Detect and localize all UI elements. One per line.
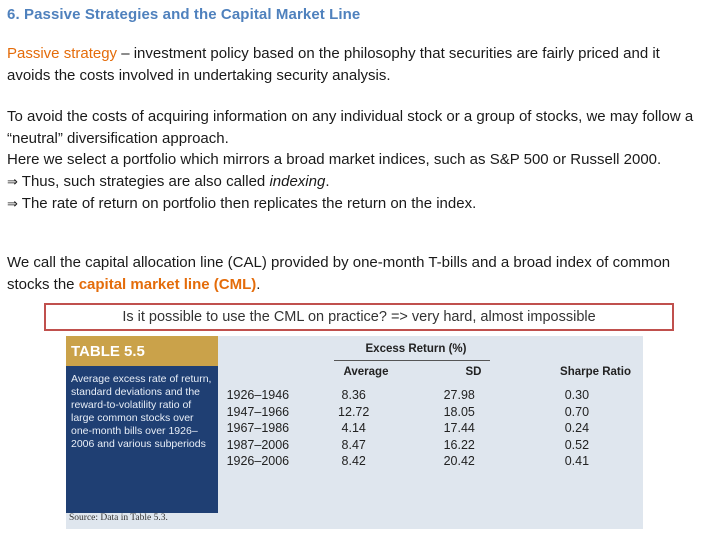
average-cell: 8.47 (341, 437, 366, 452)
sharpe-cell: 0.30 (564, 388, 590, 402)
replicates-bullet-text: The rate of return on portfolio then rep… (17, 195, 477, 212)
period-cell: 1947–1966 (226, 404, 290, 419)
average-cell: 12.72 (338, 404, 370, 419)
implies-arrow-icon: ⇒ (7, 197, 18, 212)
sharpe-cell: 0.52 (564, 437, 590, 452)
average-cell: 8.36 (341, 388, 366, 402)
indexing-bullet-end: . (325, 172, 330, 190)
passive-strategy-term: Passive strategy (7, 45, 118, 62)
cml-term: capital market line (CML) (78, 275, 257, 293)
neutral-diversification-text: To avoid the costs of acquiring informat… (7, 108, 694, 147)
implies-arrow-icon: ⇒ (7, 174, 18, 190)
table-caption: Average excess rate of return, standard … (71, 373, 212, 450)
sd-cell: 16.22 (443, 437, 475, 452)
cml-paragraph: We call the capital allocation line (CAL… (7, 252, 707, 295)
table-row: 1926–1946 8.36 27.98 0.30 (216, 387, 643, 404)
table-caption-panel: TABLE 5.5 Average excess rate of return,… (66, 336, 218, 513)
sd-cell: 20.42 (443, 454, 475, 468)
table-title: TABLE 5.5 (66, 336, 218, 366)
indexing-bullet: ⇒ Thus, such strategies are also called … (7, 171, 707, 194)
passive-strategy-definition: Passive strategy – investment policy bas… (7, 43, 707, 86)
indexing-term: indexing (269, 172, 326, 190)
replicates-bullet: ⇒ The rate of return on portfolio then r… (7, 193, 707, 216)
period-cell: 1967–1986 (226, 421, 290, 435)
excess-return-header: Excess Return (%) (365, 343, 467, 355)
period-cell: 1926–2006 (226, 454, 290, 468)
table-row: 1947–1966 12.72 18.05 0.70 (216, 404, 643, 421)
cml-text: We call the capital allocation line (CAL… (7, 254, 671, 293)
cml-question-box: Is it possible to use the CML on practic… (44, 303, 674, 331)
sd-cell: 18.05 (443, 404, 475, 419)
header-rule (334, 360, 490, 361)
table-row: 1967–1986 4.14 17.44 0.24 (216, 420, 643, 437)
table-row: 1926–2006 8.42 20.42 0.41 (216, 453, 643, 470)
market-indices-text: Here we select a portfolio which mirrors… (7, 151, 662, 168)
table-source: Source: Data in Table 5.3. (69, 513, 168, 523)
table-5-5: TABLE 5.5 Average excess rate of return,… (66, 336, 643, 529)
sharpe-cell: 0.70 (564, 404, 590, 419)
column-header-sharpe: Sharpe Ratio (560, 366, 631, 378)
period-cell: 1987–2006 (226, 437, 290, 452)
sd-cell: 17.44 (443, 421, 475, 435)
column-header-sd: SD (465, 366, 482, 378)
average-cell: 8.42 (341, 454, 366, 468)
passive-strategy-text: – investment policy based on the philoso… (7, 45, 660, 84)
period-cell: 1926–1946 (226, 388, 290, 402)
sd-cell: 27.98 (443, 388, 475, 402)
column-header-average: Average (343, 366, 389, 378)
indexing-paragraph: To avoid the costs of acquiring informat… (7, 106, 707, 216)
average-cell: 4.14 (341, 421, 366, 435)
sharpe-cell: 0.24 (564, 421, 590, 435)
slide-title: 6. Passive Strategies and the Capital Ma… (7, 6, 361, 23)
sharpe-cell: 0.41 (564, 454, 590, 468)
table-row: 1987–2006 8.47 16.22 0.52 (216, 437, 643, 454)
indexing-bullet-text: Thus, such strategies are also called (17, 172, 270, 190)
cml-end: . (256, 275, 261, 293)
excess-return-table: 1926–1946 8.36 27.98 0.30 1947–1966 12.7… (216, 387, 643, 470)
